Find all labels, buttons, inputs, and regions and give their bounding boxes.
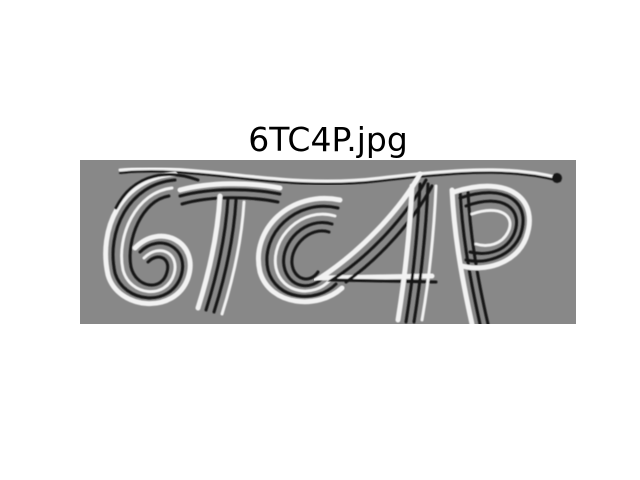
captcha-image <box>80 160 576 324</box>
image-title: 6TC4P.jpg <box>248 120 408 159</box>
captcha-image-svg <box>80 160 576 324</box>
